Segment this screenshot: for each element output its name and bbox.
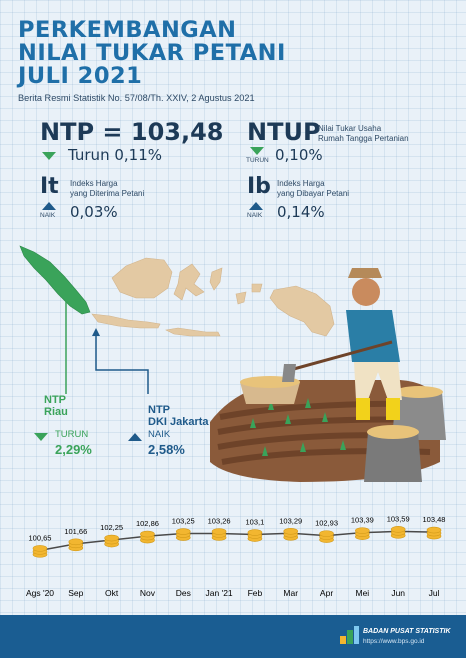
ntp-value: NTP = 103,48 bbox=[40, 118, 224, 146]
x-tick-label: Mar bbox=[283, 588, 298, 598]
farmer bbox=[282, 268, 402, 420]
coin-stack-point bbox=[211, 528, 227, 541]
coin-stack-point bbox=[426, 526, 442, 540]
coin-stack-point bbox=[390, 526, 406, 539]
it-change: 0,03% bbox=[70, 203, 118, 221]
title-line-3: JULI 2021 bbox=[18, 63, 143, 89]
x-tick-label: Feb bbox=[248, 588, 263, 598]
jakarta-status: NAIK bbox=[148, 429, 171, 440]
ntup-desc-line-1: Nilai Tukar Usaha bbox=[318, 124, 382, 133]
jakarta-name-line-2: DKI Jakarta bbox=[148, 416, 209, 428]
coin-stack-point bbox=[140, 530, 155, 544]
coin-stack-point bbox=[175, 528, 191, 541]
coin-stack-point bbox=[32, 545, 48, 558]
data-label: 103,25 bbox=[172, 517, 195, 526]
jakarta-change: 2,58% bbox=[148, 442, 185, 457]
bps-logo-icon bbox=[340, 626, 359, 644]
ntp-status: Turun bbox=[68, 146, 110, 164]
ntp-line-chart: 100,65 Ags '20 101,66 Sep 102,25 Okt 102,86 Nov… bbox=[26, 514, 446, 598]
x-tick-label: Jun bbox=[391, 588, 405, 598]
up-arrow-icon bbox=[128, 433, 142, 441]
title-line-1: PERKEMBANGAN bbox=[18, 17, 237, 43]
it-status: NAIK bbox=[40, 212, 56, 219]
coin-stack-point bbox=[68, 538, 84, 552]
ntup-desc: Nilai Tukar Usaha Rumah Tangga Pertanian bbox=[318, 124, 409, 144]
illustration-map-farmer bbox=[19, 245, 446, 482]
coin-stack-point bbox=[319, 530, 334, 543]
ntp-change-value: 0,11% bbox=[114, 146, 163, 164]
data-label: 103,48 bbox=[423, 515, 446, 524]
it-desc: Indeks Harga yang Diterima Petani bbox=[70, 179, 144, 199]
down-arrow-icon bbox=[250, 147, 264, 155]
riau-change: 2,29% bbox=[55, 442, 92, 457]
riau-name-line-2: Riau bbox=[44, 406, 68, 418]
x-tick-label: Jul bbox=[429, 588, 440, 598]
ntup-change: 0,10% bbox=[275, 146, 323, 164]
data-label: 102,93 bbox=[315, 519, 338, 528]
ntp-change: Turun 0,11% bbox=[68, 146, 162, 164]
coin-stack-point bbox=[355, 527, 370, 540]
footer-bar bbox=[0, 615, 466, 658]
ib-label: Ib bbox=[247, 174, 271, 199]
x-tick-label: Nov bbox=[140, 588, 156, 598]
data-label: 103,59 bbox=[387, 514, 410, 523]
ntp-series-line bbox=[39, 530, 435, 552]
ntup-label: NTUP bbox=[247, 118, 321, 146]
ib-change: 0,14% bbox=[277, 203, 325, 221]
x-tick-label: Des bbox=[176, 588, 191, 598]
it-label: It bbox=[40, 174, 59, 199]
data-label: 100,65 bbox=[29, 533, 52, 542]
ib-desc-line-2: yang Dibayar Petani bbox=[277, 189, 350, 198]
data-label: 101,66 bbox=[64, 527, 87, 536]
x-tick-label: Sep bbox=[68, 588, 83, 598]
ib-desc-line-1: Indeks Harga bbox=[277, 179, 325, 188]
x-tick-label: Ags '20 bbox=[26, 588, 54, 598]
x-tick-label: Jan '21 bbox=[206, 588, 233, 598]
footer-url[interactable]: https://www.bps.go.id bbox=[363, 638, 425, 645]
jakarta-pointer-line bbox=[95, 330, 149, 394]
coin-stack-point bbox=[283, 527, 299, 541]
data-label: 103,39 bbox=[351, 516, 374, 525]
x-tick-label: Okt bbox=[105, 588, 119, 598]
up-arrow-icon bbox=[249, 202, 263, 210]
data-label: 103,29 bbox=[279, 516, 302, 525]
jakarta-callout: NTP DKI Jakarta bbox=[148, 404, 209, 428]
coin-stack-point bbox=[247, 529, 263, 542]
footer-org: BADAN PUSAT STATISTIK bbox=[363, 628, 451, 635]
down-arrow-icon bbox=[34, 433, 48, 441]
data-label: 103,26 bbox=[208, 516, 231, 525]
x-tick-label: Mei bbox=[356, 588, 370, 598]
title-line-2: NILAI TUKAR PETANI bbox=[18, 40, 286, 66]
ib-desc: Indeks Harga yang Dibayar Petani bbox=[277, 179, 349, 199]
jakarta-name-line-1: NTP bbox=[148, 404, 170, 416]
data-label: 103,1 bbox=[246, 518, 265, 527]
subtitle: Berita Resmi Statistik No. 57/08/Th. XXI… bbox=[18, 93, 255, 103]
data-label: 102,86 bbox=[136, 519, 159, 528]
it-desc-line-1: Indeks Harga bbox=[70, 179, 118, 188]
up-arrow-icon bbox=[42, 202, 56, 210]
it-desc-line-2: yang Diterima Petani bbox=[70, 189, 145, 198]
data-label: 102,25 bbox=[100, 523, 123, 532]
ib-status: NAIK bbox=[247, 212, 263, 219]
ntup-status: TURUN bbox=[246, 157, 269, 164]
riau-status: TURUN bbox=[55, 429, 89, 440]
coin-stack-point bbox=[104, 534, 119, 548]
riau-callout: NTP Riau bbox=[44, 394, 68, 418]
basket bbox=[240, 376, 300, 404]
riau-name-line-1: NTP bbox=[44, 394, 66, 406]
x-tick-label: Apr bbox=[320, 588, 333, 598]
down-arrow-icon bbox=[42, 152, 56, 160]
rice-sack-front bbox=[364, 425, 422, 482]
indonesia-map bbox=[19, 245, 335, 337]
ntup-desc-line-2: Rumah Tangga Pertanian bbox=[318, 134, 409, 143]
